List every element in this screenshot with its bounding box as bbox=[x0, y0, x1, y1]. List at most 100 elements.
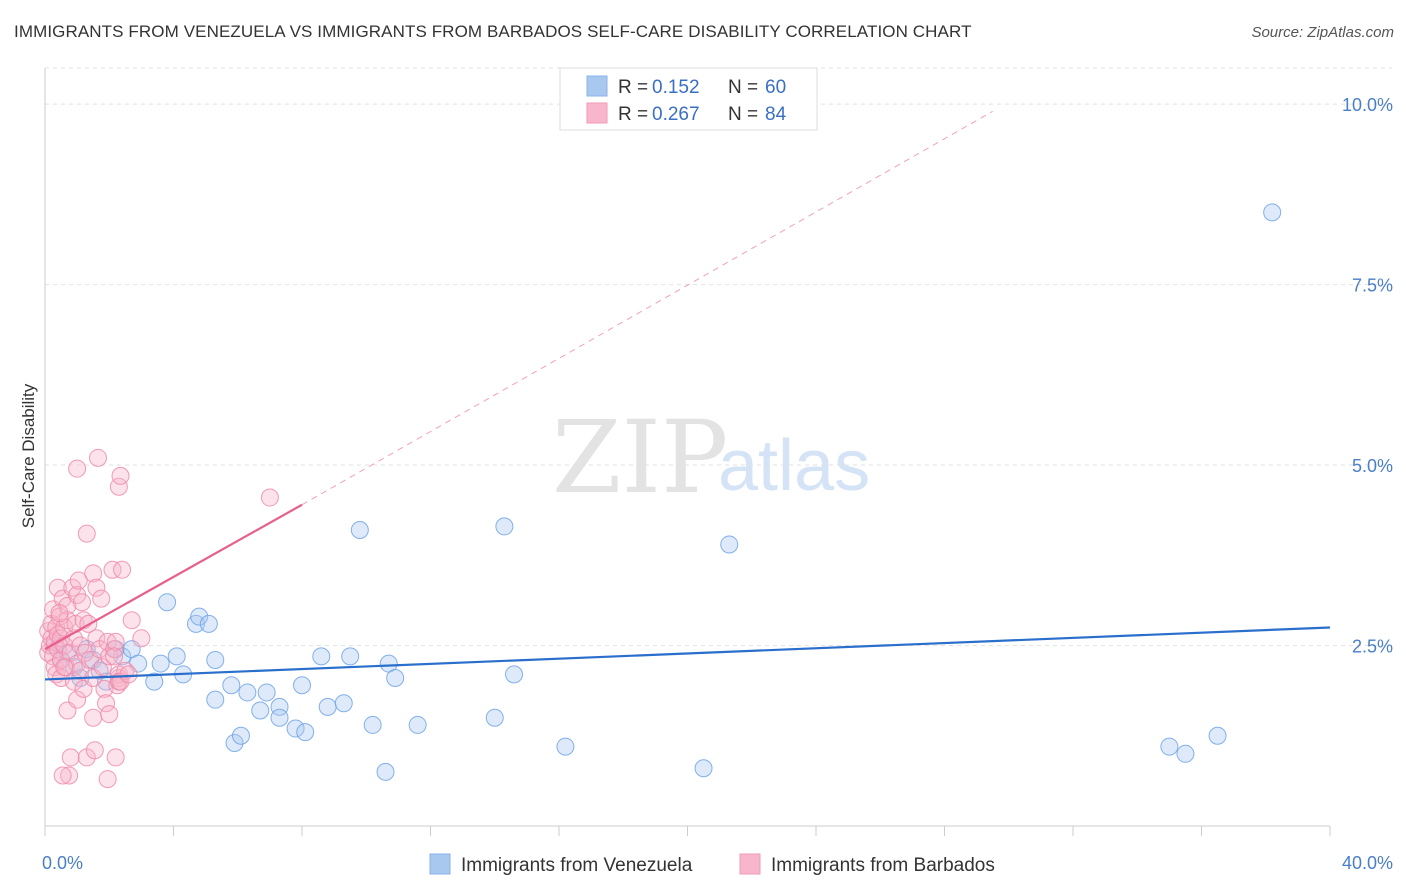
barbados-point bbox=[48, 578, 67, 597]
barbados-point bbox=[106, 748, 125, 767]
bottom-legend-swatch-barbados bbox=[739, 853, 761, 875]
barbados-point bbox=[85, 741, 104, 760]
bottom-legend: Immigrants from Venezuela Immigrants fro… bbox=[429, 853, 995, 876]
watermark-zip: ZIP bbox=[552, 399, 728, 516]
y-tick-label: 2.5% bbox=[1352, 637, 1393, 657]
venezuela-point bbox=[363, 715, 382, 734]
barbados-point bbox=[119, 665, 138, 684]
legend-n-label-barbados: N = bbox=[728, 104, 758, 125]
legend-r-label-barbados: R = bbox=[618, 104, 648, 125]
barbados-point bbox=[55, 658, 74, 677]
barbados-point bbox=[68, 690, 87, 709]
venezuela-point bbox=[296, 723, 315, 742]
venezuela-point bbox=[318, 697, 337, 716]
barbados-point bbox=[84, 564, 103, 583]
watermark-atlas: atlas bbox=[718, 426, 870, 506]
barbados-point bbox=[89, 448, 108, 467]
venezuela-point bbox=[167, 647, 186, 666]
barbados-point bbox=[103, 560, 122, 579]
venezuela-point bbox=[341, 647, 360, 666]
barbados-point bbox=[60, 766, 79, 785]
venezuela-point bbox=[334, 694, 353, 713]
bottom-legend-label-venezuela: Immigrants from Venezuela bbox=[461, 855, 693, 876]
venezuela-point bbox=[485, 708, 504, 727]
venezuela-point bbox=[238, 683, 257, 702]
barbados-point bbox=[72, 593, 91, 612]
venezuela-point bbox=[694, 759, 713, 778]
barbados-point bbox=[77, 524, 96, 543]
venezuela-point bbox=[293, 676, 311, 695]
barbados-point bbox=[98, 770, 117, 789]
legend-n-label-venezuela: N = bbox=[728, 77, 758, 98]
barbados-point bbox=[69, 571, 88, 590]
venezuela-point bbox=[1208, 726, 1227, 745]
venezuela-point bbox=[386, 669, 405, 688]
venezuela-point bbox=[376, 762, 395, 781]
source-label: Source: ZipAtlas.com bbox=[1251, 24, 1394, 41]
barbados-point bbox=[50, 604, 69, 623]
legend-n-value-venezuela: 60 bbox=[765, 77, 786, 98]
venezuela-point bbox=[257, 683, 276, 702]
venezuela-point bbox=[495, 517, 514, 536]
legend-swatch-barbados bbox=[586, 102, 608, 124]
legend-r-value-barbados: 0.267 bbox=[652, 104, 700, 125]
x-tick-label-left: 0.0% bbox=[42, 853, 83, 873]
venezuela-point bbox=[225, 733, 244, 752]
barbados-point bbox=[84, 708, 103, 727]
barbados-point bbox=[111, 466, 130, 485]
barbados-point bbox=[122, 611, 141, 630]
venezuela-point bbox=[199, 614, 218, 633]
barbados-point bbox=[100, 705, 119, 724]
x-tick-label-right: 40.0% bbox=[1342, 853, 1393, 873]
venezuela-point bbox=[1160, 737, 1179, 756]
y-tick-label: 10.0% bbox=[1342, 95, 1393, 115]
legend-r-value-venezuela: 0.152 bbox=[652, 77, 700, 98]
venezuela-point bbox=[270, 708, 289, 727]
bottom-legend-label-barbados: Immigrants from Barbados bbox=[771, 855, 995, 876]
y-tick-label: 7.5% bbox=[1352, 276, 1393, 296]
venezuela-point bbox=[206, 690, 225, 709]
venezuela-point bbox=[1263, 203, 1282, 222]
trend-line-barbados-extension bbox=[301, 110, 993, 506]
barbados-point bbox=[260, 488, 279, 507]
venezuela-point bbox=[145, 672, 164, 691]
legend-n-value-barbados: 84 bbox=[765, 104, 787, 125]
barbados-point bbox=[92, 589, 111, 608]
legend-swatch-venezuela bbox=[586, 75, 608, 97]
venezuela-point bbox=[158, 593, 177, 612]
venezuela-point bbox=[222, 676, 241, 695]
barbados-point bbox=[132, 629, 151, 648]
venezuela-point bbox=[190, 607, 209, 626]
barbados-point bbox=[87, 578, 106, 597]
barbados-point bbox=[68, 459, 87, 478]
series-barbados-points bbox=[39, 448, 279, 789]
venezuela-point bbox=[1176, 744, 1195, 763]
y-tick-labels: 2.5% 5.0% 7.5% 10.0% bbox=[1342, 95, 1393, 656]
venezuela-point bbox=[312, 647, 331, 666]
venezuela-point bbox=[720, 535, 739, 554]
barbados-point bbox=[105, 647, 124, 666]
venezuela-point bbox=[151, 654, 170, 673]
barbados-point bbox=[113, 560, 132, 579]
grid-lines bbox=[45, 67, 1392, 647]
venezuela-point bbox=[206, 650, 225, 669]
venezuela-point bbox=[270, 697, 289, 716]
venezuela-point bbox=[556, 737, 575, 756]
venezuela-point bbox=[408, 715, 427, 734]
venezuela-point bbox=[286, 719, 305, 738]
venezuela-point bbox=[231, 726, 250, 745]
venezuela-point bbox=[251, 701, 270, 720]
barbados-point bbox=[61, 748, 80, 767]
y-axis-title: Self-Care Disability bbox=[19, 383, 38, 528]
barbados-point bbox=[97, 694, 116, 713]
barbados-point bbox=[93, 658, 112, 677]
venezuela-point bbox=[505, 665, 524, 684]
venezuela-point bbox=[350, 521, 369, 540]
chart-title: IMMIGRANTS FROM VENEZUELA VS IMMIGRANTS … bbox=[14, 22, 972, 41]
y-tick-label: 5.0% bbox=[1352, 456, 1393, 476]
barbados-point bbox=[106, 632, 125, 651]
trend-line-venezuela bbox=[44, 626, 1331, 681]
legend-r-label-venezuela: R = bbox=[618, 77, 648, 98]
barbados-point bbox=[87, 629, 106, 648]
